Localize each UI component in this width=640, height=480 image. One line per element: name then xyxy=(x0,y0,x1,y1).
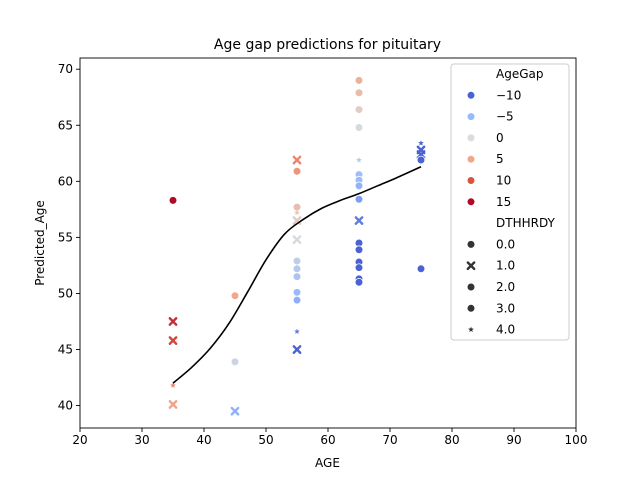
x-tick-label: 90 xyxy=(506,433,521,447)
legend-hue-marker xyxy=(466,154,476,164)
data-point xyxy=(292,345,302,354)
data-point xyxy=(354,194,364,204)
data-point xyxy=(354,76,364,85)
legend-style-marker xyxy=(466,303,476,313)
x-tick-label: 50 xyxy=(258,433,273,447)
legend-style-label: 0.0 xyxy=(496,237,515,251)
data-point xyxy=(292,288,302,297)
data-point xyxy=(354,181,364,191)
plot-area xyxy=(168,76,426,416)
y-tick-label: 60 xyxy=(58,174,73,188)
legend-hue-marker xyxy=(466,197,476,207)
legend-style-label: 2.0 xyxy=(496,280,515,294)
x-tick-label: 100 xyxy=(565,433,588,447)
legend: AgeGap −10 −5 0 5 10 15 DTHHRDY 0.0 1.0 2.0 3.0 4.0 xyxy=(450,63,570,341)
y-tick-label: 55 xyxy=(58,230,73,244)
legend-style-marker xyxy=(466,261,476,271)
x-axis-title: AGE xyxy=(315,456,340,470)
legend-style-title: DTHHRDY xyxy=(496,216,556,230)
data-point xyxy=(354,263,364,272)
data-point xyxy=(292,264,302,274)
legend-hue-marker xyxy=(466,176,476,185)
data-point xyxy=(292,235,302,245)
legend-hue-marker xyxy=(466,133,476,143)
data-point xyxy=(170,382,176,388)
y-axis-title: Predicted_Age xyxy=(33,200,47,286)
legend-hue-title: AgeGap xyxy=(496,67,543,81)
y-tick-label: 65 xyxy=(58,118,73,132)
data-point xyxy=(354,123,364,132)
data-point xyxy=(168,400,178,409)
legend-style-marker xyxy=(468,326,474,333)
data-point xyxy=(230,406,240,416)
data-point xyxy=(354,245,364,255)
legend-style-label: 1.0 xyxy=(496,259,515,273)
legend-style-label: 3.0 xyxy=(496,301,515,315)
data-point xyxy=(292,295,302,305)
data-point xyxy=(294,328,300,334)
data-point xyxy=(292,166,302,176)
data-point xyxy=(168,196,178,205)
y-tick-label: 70 xyxy=(58,62,73,76)
data-point xyxy=(230,357,240,367)
x-tick-label: 80 xyxy=(444,433,459,447)
legend-style-label: 4.0 xyxy=(496,323,515,337)
legend-hue-label: 10 xyxy=(496,174,511,188)
x-tick-label: 60 xyxy=(320,433,335,447)
y-tick-label: 45 xyxy=(58,343,73,357)
data-point xyxy=(294,209,300,216)
legend-style-marker xyxy=(466,282,476,292)
legend-hue-marker xyxy=(466,91,476,100)
data-point xyxy=(168,317,178,326)
legend-hue-label: 0 xyxy=(496,131,504,145)
data-point xyxy=(230,291,240,300)
x-tick-label: 30 xyxy=(134,433,149,447)
trend-line xyxy=(172,166,422,384)
x-tick-label: 70 xyxy=(382,433,397,447)
y-tick-label: 50 xyxy=(58,286,73,300)
legend-box xyxy=(450,63,570,341)
data-point xyxy=(354,105,364,114)
data-point xyxy=(416,155,426,165)
chart-title: Age gap predictions for pituitary xyxy=(214,37,441,53)
data-point xyxy=(418,140,424,146)
data-point xyxy=(292,155,302,165)
data-point xyxy=(416,264,426,274)
data-point xyxy=(168,336,178,345)
legend-style-marker xyxy=(466,240,476,249)
y-tick-label: 40 xyxy=(58,399,73,413)
legend-hue-label: −10 xyxy=(496,88,521,102)
x-tick-label: 40 xyxy=(196,433,211,447)
legend-hue-label: 5 xyxy=(496,152,504,166)
data-point xyxy=(354,88,364,98)
legend-hue-label: 15 xyxy=(496,195,511,209)
data-point xyxy=(292,256,302,266)
data-point xyxy=(354,277,364,287)
legend-hue-label: −5 xyxy=(496,110,514,124)
x-tick-label: 20 xyxy=(72,433,87,447)
data-point xyxy=(292,272,302,281)
data-point xyxy=(356,157,362,163)
data-point xyxy=(354,216,364,225)
legend-hue-marker xyxy=(466,112,476,121)
